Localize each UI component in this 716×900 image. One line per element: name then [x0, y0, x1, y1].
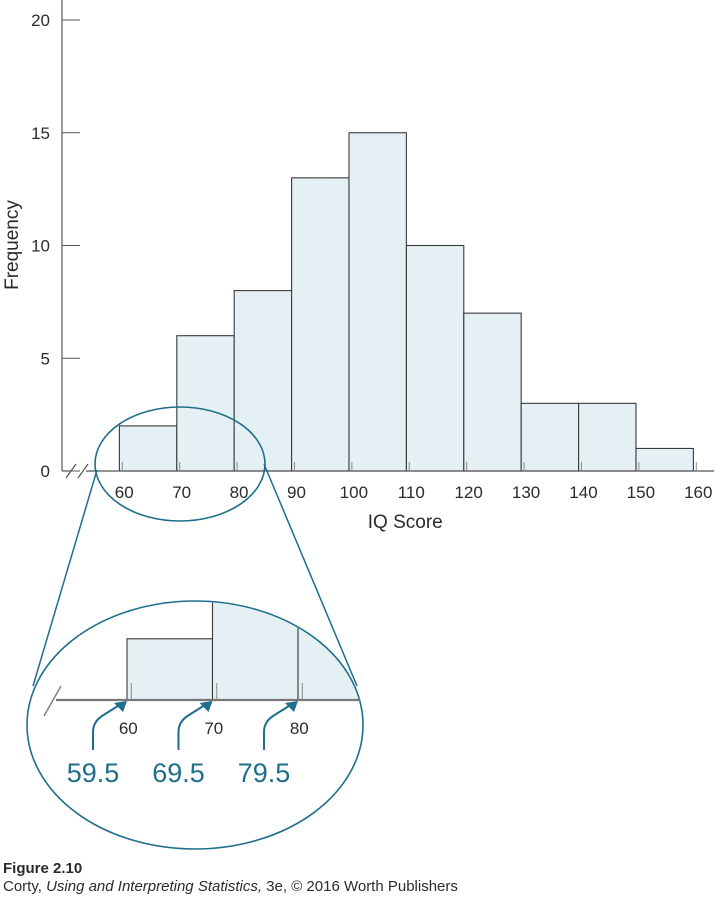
- histogram-bar: [348, 132, 407, 472]
- histogram-bar: [635, 447, 694, 472]
- x-tick-label: 80: [230, 483, 249, 502]
- real-limit-label: 79.5: [238, 758, 291, 788]
- y-tick-label: 20: [31, 11, 50, 30]
- magnifier-line-left: [32, 469, 98, 687]
- iq-histogram-figure: 0 5 10 15 20 Frequency 60 70 80 90 100 110 120 130 140…: [2, 0, 714, 850]
- inset-histogram-bar: [211, 602, 299, 701]
- x-tick-label: 90: [287, 483, 306, 502]
- histogram-bar: [176, 335, 235, 472]
- inset-tick-label: 60: [119, 719, 138, 738]
- histogram-bar: [578, 402, 637, 472]
- histogram-bar: [520, 402, 580, 472]
- x-tick-label: 160: [684, 483, 712, 502]
- callout-arrowhead: [285, 701, 298, 712]
- x-tick-label: 140: [569, 483, 597, 502]
- magnifier-callout: [26, 406, 364, 850]
- main-histogram: 0 5 10 15 20 Frequency 60 70 80 90 100 110 120 130 140…: [2, 0, 714, 533]
- inset-bars: [126, 602, 362, 701]
- x-tick-label: 150: [627, 483, 655, 502]
- figure-number: Figure 2.10: [3, 860, 83, 877]
- zoom-circle: [26, 600, 364, 850]
- credit-title: Using and Interpreting Statistics,: [46, 878, 263, 895]
- callout-arrowhead: [114, 701, 127, 712]
- y-axis-label: Frequency: [2, 200, 23, 290]
- x-tick-label: 100: [340, 483, 368, 502]
- figure-credit: Corty, Using and Interpreting Statistics…: [3, 878, 458, 895]
- axis-break-slash: [77, 463, 89, 479]
- x-tick-label: 120: [454, 483, 482, 502]
- histogram-bar: [291, 177, 350, 472]
- inset-tick-label: 70: [204, 719, 223, 738]
- histogram-bar: [118, 425, 178, 472]
- inset-zoom: 60 70 80 59.5 69.5 79.5: [43, 602, 362, 788]
- callout-arrow-shaft: [177, 703, 208, 750]
- x-tick-label: 70: [172, 483, 191, 502]
- inset-tick-label: 80: [290, 719, 309, 738]
- magnifier-line-right: [263, 463, 358, 687]
- magnifier-circle: [94, 406, 266, 522]
- x-tick-label: 130: [512, 483, 540, 502]
- histogram-bar: [405, 244, 465, 472]
- inset-axis-break: [43, 685, 62, 717]
- callout-arrow-shaft: [92, 703, 122, 750]
- real-limit-label: 59.5: [67, 758, 120, 788]
- inset-histogram-bar: [126, 638, 214, 701]
- histogram-bar: [463, 312, 522, 472]
- y-tick-label: 15: [31, 124, 50, 143]
- inset-histogram-bar: [297, 602, 362, 701]
- histogram-bar: [233, 290, 293, 472]
- x-tick-label: 110: [398, 483, 425, 502]
- y-tick-label: 0: [41, 462, 50, 481]
- y-tick-label: 5: [41, 349, 50, 368]
- x-tick-label: 60: [115, 483, 134, 502]
- real-limit-label: 69.5: [152, 758, 205, 788]
- y-tick-label: 10: [31, 237, 50, 256]
- axis-break-slash: [65, 463, 77, 479]
- callout-arrow-shaft: [263, 703, 293, 750]
- callout-arrowhead: [199, 701, 213, 712]
- credit-prefix: Corty,: [3, 878, 47, 895]
- credit-suffix: 3e, © 2016 Worth Publishers: [262, 878, 458, 895]
- x-axis-label: IQ Score: [368, 512, 443, 533]
